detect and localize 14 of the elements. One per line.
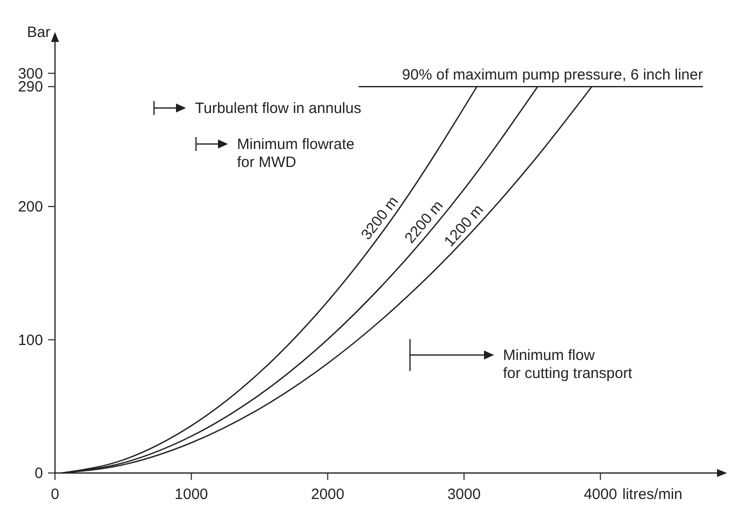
annotation: Minimum flow for cutting transport <box>503 347 634 382</box>
x-axis-title: litres/min <box>622 486 682 503</box>
y-tick-label: 0 <box>34 465 43 482</box>
y-tick-label: 200 <box>18 198 43 216</box>
annotation: Turbulent flow in annulus <box>195 100 362 117</box>
ref-line-label: 90% of maximum pump pressure, 6 inch liner <box>402 66 703 84</box>
x-tick-label: 3000 <box>447 486 481 503</box>
y-tick-label: 100 <box>18 332 43 349</box>
y-axis-title: Bar <box>27 24 50 41</box>
x-tick-label: 4000 <box>584 486 618 503</box>
x-tick-label: 0 <box>50 486 60 503</box>
x-tick-label: 1000 <box>174 486 208 503</box>
x-tick-label: 2000 <box>311 486 344 503</box>
annotation: Minimum flowrate for MWD <box>237 136 355 171</box>
